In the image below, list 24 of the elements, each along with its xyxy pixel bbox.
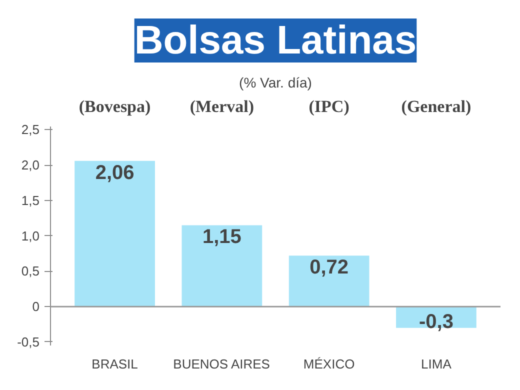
bar xyxy=(288,256,370,307)
x-tick-label: BRASIL xyxy=(92,356,138,372)
text: (General) xyxy=(401,97,472,116)
bar xyxy=(182,225,262,307)
data-label: 1,15 xyxy=(202,226,242,248)
y-tick-label: 1,0 xyxy=(21,228,40,244)
y-tick-label: 2,5 xyxy=(21,122,40,138)
bar xyxy=(74,160,155,307)
x-tick-label: MÉXICO xyxy=(303,356,355,372)
text: (Merval) xyxy=(190,97,254,116)
y-tick-label: -0,5 xyxy=(17,334,40,350)
text: (IPC) xyxy=(308,97,350,116)
data-label: -0,3 xyxy=(418,310,454,333)
x-tick-label: LIMA xyxy=(421,356,452,372)
text: (Bovespa) xyxy=(78,97,151,116)
chart-subtitle: (% Var. día) xyxy=(239,74,312,90)
data-label: 0,72 xyxy=(310,256,349,279)
chart-title: Bolsas Latinas xyxy=(134,18,417,62)
y-tick-label: 0,5 xyxy=(21,264,40,279)
data-label: 2,06 xyxy=(95,162,134,184)
y-tick-label: 0 xyxy=(32,299,40,314)
x-tick-label: BUENOS AIRES xyxy=(173,356,270,372)
y-tick-label: 2,0 xyxy=(21,158,40,173)
y-tick-label: 1,5 xyxy=(21,192,40,208)
